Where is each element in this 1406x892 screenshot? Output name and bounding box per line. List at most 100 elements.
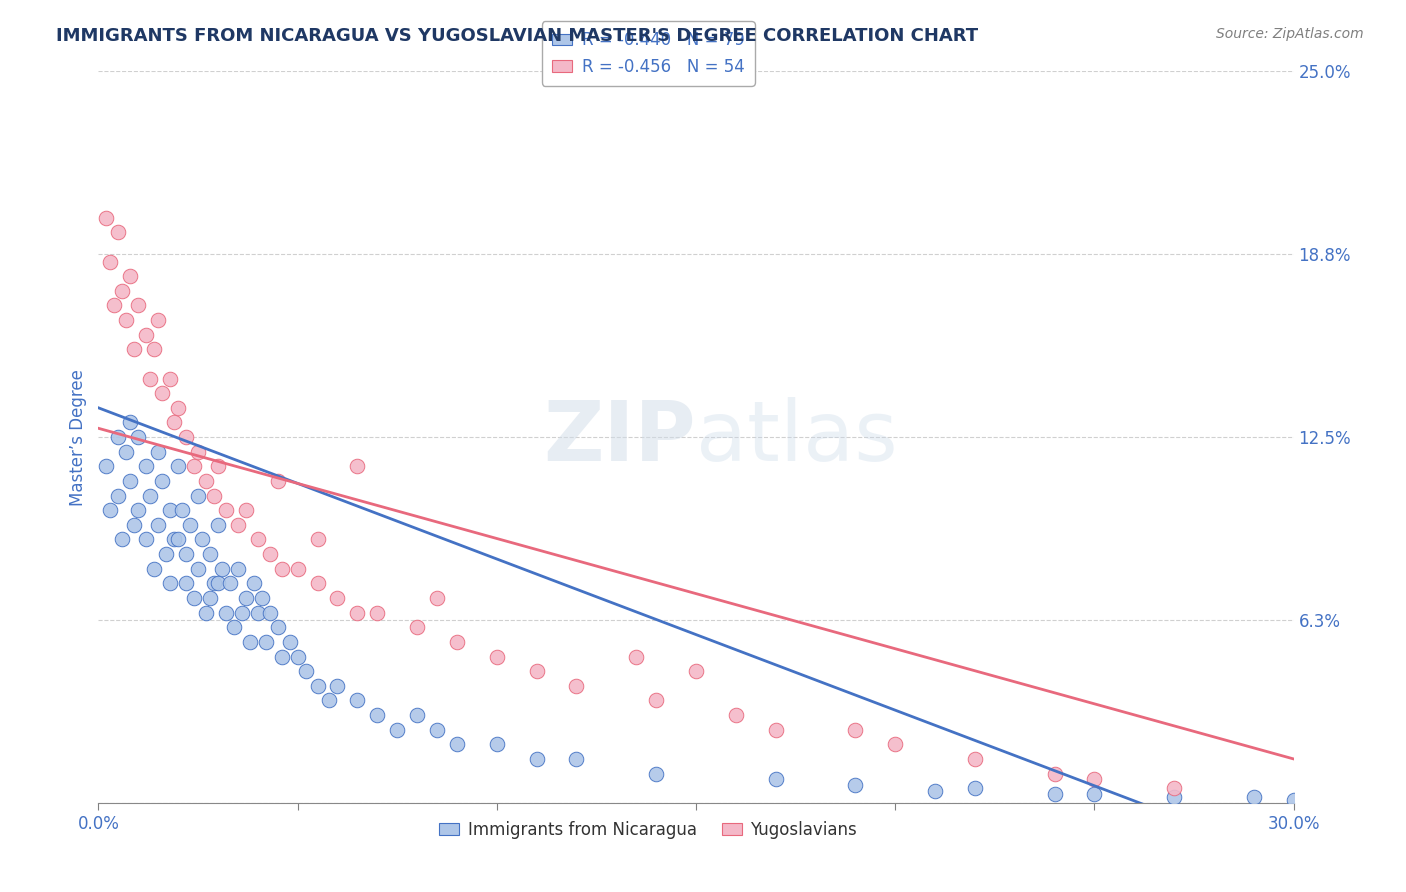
Point xyxy=(246,606,269,620)
Point xyxy=(724,708,747,723)
Point xyxy=(446,635,468,649)
Point xyxy=(183,459,205,474)
Point xyxy=(243,576,266,591)
Point xyxy=(127,503,149,517)
Point xyxy=(167,401,190,415)
Point xyxy=(115,444,138,458)
Point xyxy=(222,620,245,634)
Point xyxy=(765,772,787,787)
Point xyxy=(167,459,190,474)
Point xyxy=(198,591,221,605)
Point xyxy=(148,517,170,532)
Point xyxy=(155,547,177,561)
Point xyxy=(259,547,281,561)
Point xyxy=(1243,789,1265,804)
Point xyxy=(645,766,668,780)
Point xyxy=(326,679,349,693)
Point xyxy=(96,211,118,225)
Point xyxy=(346,459,368,474)
Point xyxy=(406,708,429,723)
Point xyxy=(226,562,249,576)
Point xyxy=(194,606,218,620)
Point xyxy=(1163,789,1185,804)
Point xyxy=(107,489,129,503)
Point xyxy=(135,327,157,342)
Legend: Immigrants from Nicaragua, Yugoslavians: Immigrants from Nicaragua, Yugoslavians xyxy=(433,814,863,846)
Point xyxy=(624,649,647,664)
Point xyxy=(426,723,449,737)
Point xyxy=(139,489,162,503)
Point xyxy=(174,576,197,591)
Text: atlas: atlas xyxy=(696,397,897,477)
Point xyxy=(98,254,122,268)
Point xyxy=(1083,787,1105,801)
Point xyxy=(215,503,238,517)
Point xyxy=(884,737,907,751)
Point xyxy=(287,649,309,664)
Point xyxy=(844,778,866,792)
Point xyxy=(135,533,157,547)
Point xyxy=(246,533,269,547)
Point xyxy=(1083,772,1105,787)
Point xyxy=(135,459,157,474)
Text: IMMIGRANTS FROM NICARAGUA VS YUGOSLAVIAN MASTER'S DEGREE CORRELATION CHART: IMMIGRANTS FROM NICARAGUA VS YUGOSLAVIAN… xyxy=(56,27,979,45)
Point xyxy=(366,606,388,620)
Point xyxy=(1043,766,1066,780)
Point xyxy=(127,430,149,444)
Point xyxy=(159,371,181,385)
Point xyxy=(235,591,257,605)
Point xyxy=(202,489,225,503)
Point xyxy=(103,298,125,312)
Point xyxy=(231,606,253,620)
Point xyxy=(163,533,186,547)
Point xyxy=(148,313,170,327)
Point xyxy=(187,444,209,458)
Point xyxy=(159,503,181,517)
Point xyxy=(124,343,146,357)
Point xyxy=(107,225,129,239)
Point xyxy=(250,591,273,605)
Point xyxy=(207,459,229,474)
Point xyxy=(207,517,229,532)
Point xyxy=(346,693,368,707)
Point xyxy=(143,562,166,576)
Point xyxy=(187,562,209,576)
Point xyxy=(446,737,468,751)
Point xyxy=(183,591,205,605)
Point xyxy=(174,547,197,561)
Point xyxy=(207,576,229,591)
Point xyxy=(366,708,388,723)
Point xyxy=(120,474,142,488)
Point xyxy=(239,635,262,649)
Point xyxy=(202,576,225,591)
Text: Source: ZipAtlas.com: Source: ZipAtlas.com xyxy=(1216,27,1364,41)
Point xyxy=(259,606,281,620)
Point xyxy=(139,371,162,385)
Point xyxy=(346,606,368,620)
Point xyxy=(326,591,349,605)
Point xyxy=(174,430,197,444)
Point xyxy=(565,752,588,766)
Point xyxy=(294,664,316,678)
Point xyxy=(98,503,122,517)
Point xyxy=(1043,787,1066,801)
Point xyxy=(270,649,292,664)
Point xyxy=(426,591,449,605)
Point xyxy=(406,620,429,634)
Point xyxy=(844,723,866,737)
Point xyxy=(963,752,986,766)
Point xyxy=(215,606,238,620)
Point xyxy=(150,474,173,488)
Point xyxy=(191,533,214,547)
Point xyxy=(194,474,218,488)
Point xyxy=(254,635,277,649)
Point xyxy=(226,517,249,532)
Point xyxy=(526,752,548,766)
Point xyxy=(278,635,301,649)
Point xyxy=(107,430,129,444)
Point xyxy=(120,416,142,430)
Point xyxy=(159,576,181,591)
Point xyxy=(219,576,242,591)
Point xyxy=(307,576,329,591)
Point xyxy=(143,343,166,357)
